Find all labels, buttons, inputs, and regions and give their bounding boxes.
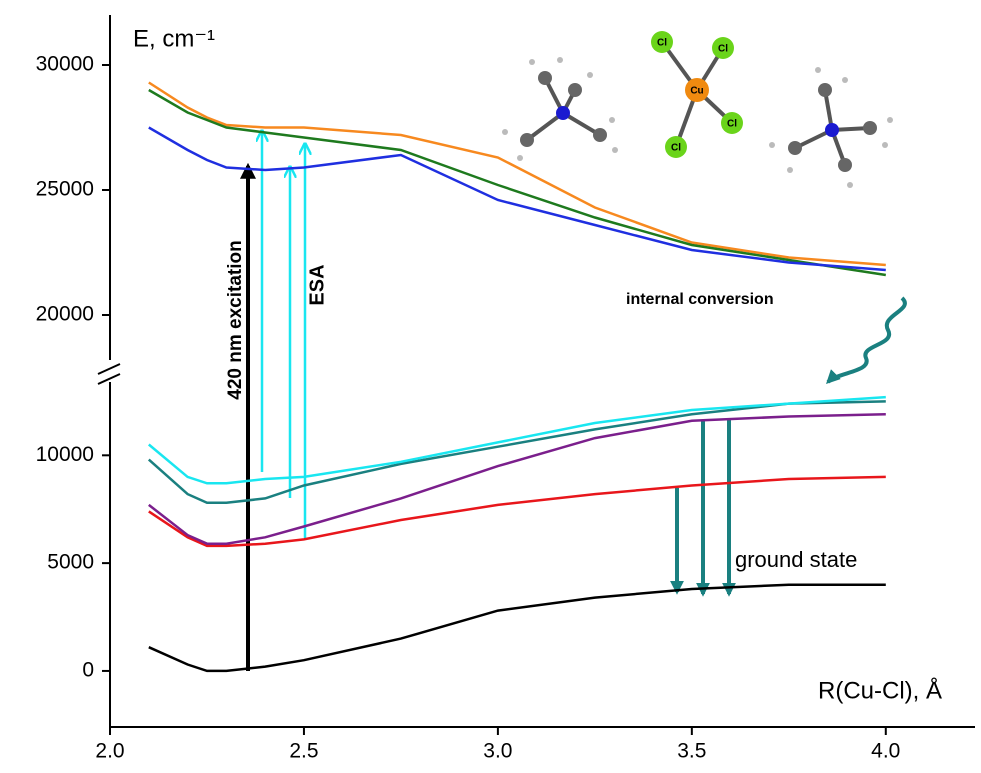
y-tick-label: 5000 [47,551,94,574]
x-tick-label: 4.0 [871,740,900,763]
x-tick-label: 2.5 [289,740,318,763]
ground-state-label: ground state [735,547,857,572]
x-tick-label: 3.0 [483,740,512,763]
esa-label: ESA [306,264,328,305]
series-line [149,128,886,271]
x-axis-label: R(Cu-Cl), Å [818,676,942,704]
molecules [502,31,893,188]
x-tick-label: 2.0 [95,740,124,763]
y-tick-label: 20000 [36,303,94,326]
y-tick-label: 25000 [36,178,94,201]
x-tick-label: 3.5 [677,740,706,763]
y-tick-label: 10000 [36,443,94,466]
y-tick-label: 0 [82,658,94,681]
series-line [149,477,886,546]
atom-label: Cu [690,86,703,97]
atom-label: Cl [727,119,737,130]
series-line [149,83,886,266]
atom-label: Cl [718,44,728,55]
page: Cl Cl Cl Cl Cu E, cm⁻¹ R(Cu-Cl), Å 420 n… [0,0,981,773]
y-axis-label: E, cm⁻¹ [133,25,215,52]
atom-label: Cl [671,143,681,154]
series-line [149,90,886,275]
chart: Cl Cl Cl Cl Cu E, cm⁻¹ R(Cu-Cl), Å 420 n… [0,0,981,773]
excitation-label: 420 nm excitation [225,240,246,399]
ic-label: internal conversion [626,291,774,308]
y-tick-label: 30000 [36,53,94,76]
series-line [149,397,886,483]
wavy-arrow [828,298,905,382]
axis-break [98,364,120,374]
series-line [149,585,886,671]
atom-label: Cl [657,38,667,49]
